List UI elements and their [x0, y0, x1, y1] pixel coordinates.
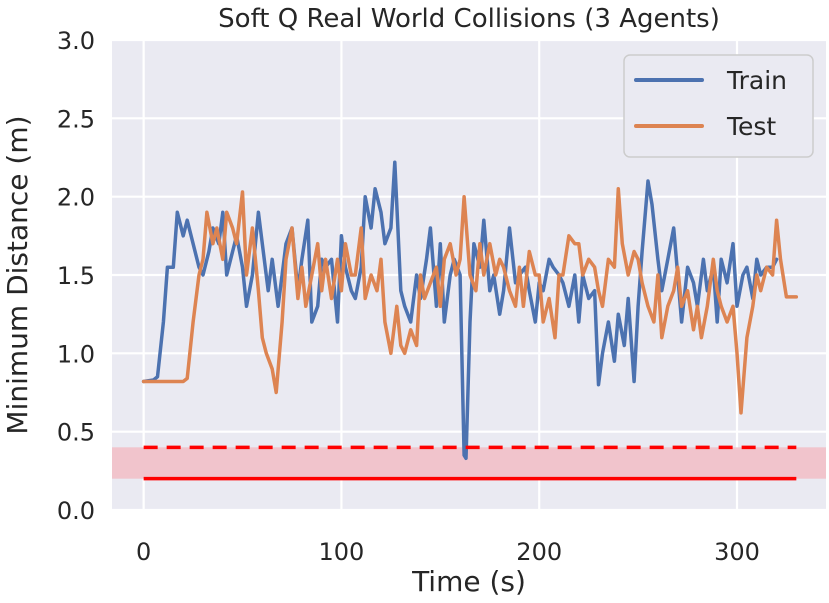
x-tick-label-1: 100 [319, 538, 365, 566]
chart-title: Soft Q Real World Collisions (3 Agents) [218, 4, 720, 34]
x-tick-label-3: 300 [714, 538, 760, 566]
legend: Train Test [623, 54, 814, 158]
x-axis-label: Time (s) [411, 565, 526, 598]
x-tick-label-2: 200 [516, 538, 562, 566]
reference-lines [143, 445, 797, 481]
y-tick-label-1: 0.5 [57, 419, 95, 447]
collision-band [112, 447, 826, 479]
series-line-test [141, 187, 799, 415]
tick-labels: 0 100 200 300 0.0 0.5 1.0 1.5 2.0 2.5 3.0 [57, 27, 760, 566]
y-tick-label-6: 3.0 [57, 27, 95, 55]
y-axis-label: Minimum Distance (m) [1, 115, 34, 434]
y-tick-label-0: 0.0 [57, 497, 95, 525]
legend-label-train: Train [726, 66, 787, 95]
series-layer [141, 160, 799, 461]
y-tick-label-3: 1.5 [57, 262, 95, 290]
legend-label-test: Test [726, 112, 776, 141]
y-tick-label-2: 1.0 [57, 340, 95, 368]
y-tick-label-4: 2.0 [57, 184, 95, 212]
y-tick-label-5: 2.5 [57, 105, 95, 133]
x-tick-label-0: 0 [136, 538, 151, 566]
